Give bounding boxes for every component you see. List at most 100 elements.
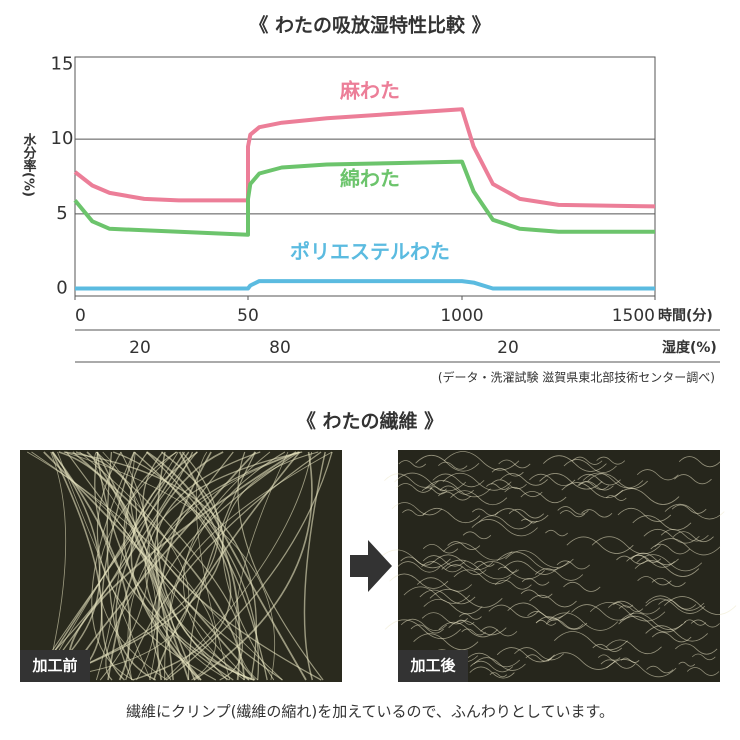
fiber [421,561,463,573]
fiber [587,473,648,489]
fiber [563,581,601,592]
fiber [619,612,687,630]
photo-label: 加工前 [31,657,77,675]
fiber [423,598,483,615]
humidity-value: 80 [269,338,291,358]
fiber [442,472,512,491]
x-tick-label: 50 [237,306,259,326]
fiber [51,451,132,681]
fiber [630,554,662,563]
fiber [581,509,613,518]
fiber [572,456,603,465]
fiber [596,456,626,465]
fiber [57,451,151,681]
fiber [673,531,714,543]
fiber [577,481,610,490]
fiber [470,660,514,673]
fiber [438,461,468,470]
fiber [496,551,570,571]
fiber [413,633,479,651]
source: (データ・洗濯試験 滋賀県東北部技術センター調べ) [438,370,715,385]
fiber [539,473,603,490]
series-label: ポリエステルわた [290,240,450,264]
fiber [49,451,220,681]
fiber [222,451,319,681]
fiber [645,625,708,642]
fiber [91,451,135,681]
plot-frame [74,56,656,297]
fiber [410,624,444,634]
y-tick-label: 0 [56,278,67,299]
fiber [566,536,634,554]
fiber [494,508,549,523]
humidity-label: 湿度(%) [662,339,717,356]
fiber [617,507,672,522]
fiber [416,577,473,592]
y-tick-label: 5 [56,203,67,224]
fiber [643,528,700,544]
fiber [415,454,480,472]
fiber [654,538,721,556]
series-line [75,279,655,291]
fiber [32,451,198,681]
fiber [142,451,322,681]
photo-label: 加工後 [409,657,456,675]
chart-title: 《 わたの吸放湿特性比較 》 [249,14,490,37]
fiber [498,459,531,469]
fiber [421,612,468,625]
fiber [170,451,333,681]
fiber [520,490,567,504]
fiber [437,491,472,501]
series-label: 麻わた [339,79,400,103]
fiber [556,560,591,570]
fiber [461,628,486,636]
fiber [660,528,709,542]
fiber [645,598,706,614]
fiber [459,613,482,620]
fiber [589,601,666,622]
fiber [545,529,568,537]
fiber [473,657,526,671]
fiber [503,560,559,575]
fiber [422,507,481,524]
fiber [561,482,624,499]
fiber [686,667,720,676]
fiber [465,652,521,668]
fiber [651,631,692,643]
fiber [397,561,441,573]
fiber [496,647,555,663]
fiber [606,659,677,678]
fiber [671,504,707,514]
fiber [63,451,275,681]
fiber [144,451,303,681]
fiber [48,451,224,681]
fiber [651,577,686,588]
fiber [45,451,67,681]
fiber [494,579,532,590]
fiber [400,618,448,631]
fiber [378,549,451,569]
x-tick-label: 1500 [612,306,655,326]
fiber [164,451,313,681]
photo-label-bg [398,650,468,682]
series-line [73,107,656,209]
humidity-value: 20 [497,338,519,358]
fiber [632,515,692,531]
photo-label-bg [20,650,90,682]
fiber [96,451,217,681]
fiber [389,573,449,589]
fiber [396,483,433,493]
fiber [195,451,231,681]
fiber [507,602,570,619]
fiber [456,619,475,625]
x-axis-label: 時間(分) [658,307,713,324]
fiber [504,486,543,498]
fiber [474,561,545,580]
fiber [557,506,589,515]
fiber [577,473,621,486]
section-title: 《 わたの繊維 》 [297,410,443,433]
fiber [130,451,202,681]
fiber [664,596,737,615]
fiber [478,515,533,530]
